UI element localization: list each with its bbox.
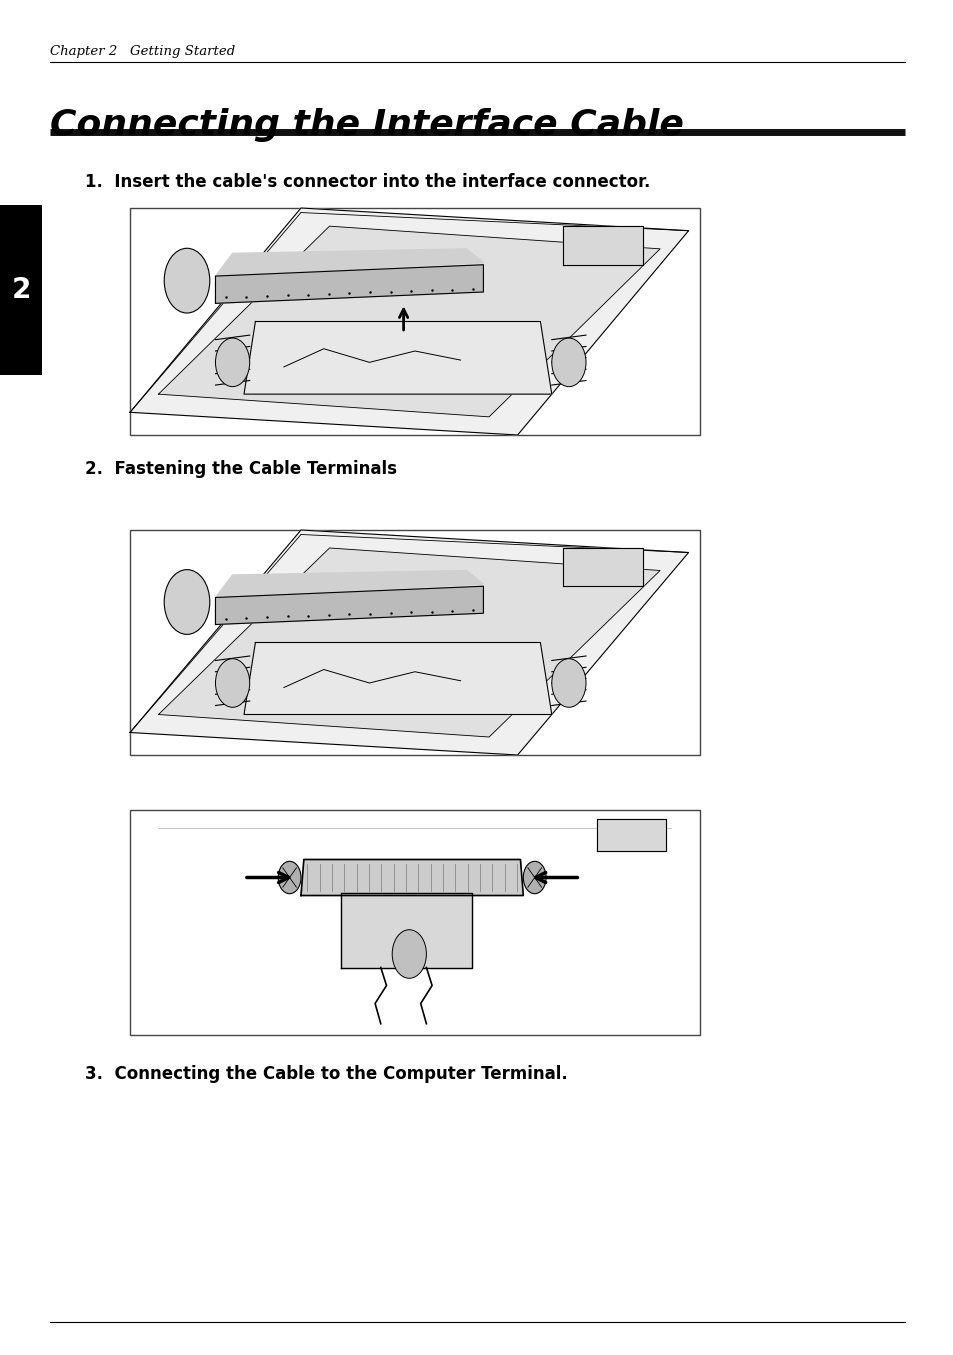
Polygon shape: [215, 587, 483, 625]
Circle shape: [278, 862, 301, 894]
Polygon shape: [562, 547, 642, 587]
Bar: [0, 205, 42, 375]
Circle shape: [215, 659, 250, 707]
Polygon shape: [301, 859, 523, 896]
Circle shape: [551, 337, 585, 386]
Polygon shape: [130, 530, 688, 755]
Polygon shape: [244, 321, 551, 394]
Polygon shape: [340, 893, 472, 967]
Polygon shape: [244, 642, 551, 714]
Bar: [130, 209, 700, 435]
Polygon shape: [158, 226, 659, 417]
Text: Chapter 2   Getting Started: Chapter 2 Getting Started: [50, 45, 235, 58]
Circle shape: [523, 862, 545, 894]
Polygon shape: [158, 547, 659, 737]
Text: 1.  Insert the cable's connector into the interface connector.: 1. Insert the cable's connector into the…: [85, 173, 650, 191]
Circle shape: [215, 337, 250, 386]
Polygon shape: [597, 818, 665, 851]
Bar: [130, 810, 700, 1035]
Text: 2.  Fastening the Cable Terminals: 2. Fastening the Cable Terminals: [85, 459, 396, 478]
Polygon shape: [215, 570, 483, 598]
Text: 2: 2: [11, 276, 30, 304]
Polygon shape: [215, 249, 483, 276]
Polygon shape: [130, 209, 688, 435]
Text: 3.  Connecting the Cable to the Computer Terminal.: 3. Connecting the Cable to the Computer …: [85, 1065, 567, 1083]
Circle shape: [392, 930, 426, 978]
Circle shape: [551, 659, 585, 707]
Circle shape: [164, 248, 210, 313]
Polygon shape: [562, 226, 642, 264]
Bar: [130, 530, 700, 755]
Text: Connecting the Interface Cable: Connecting the Interface Cable: [50, 108, 683, 142]
Polygon shape: [215, 264, 483, 304]
Circle shape: [164, 569, 210, 634]
